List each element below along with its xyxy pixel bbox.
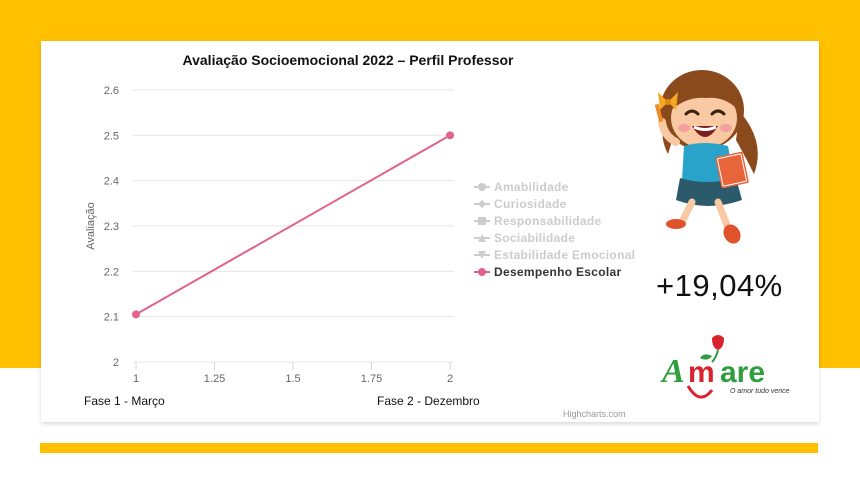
- legend-item[interactable]: Desempenho Escolar: [474, 263, 635, 280]
- x-tick-label: 1.25: [204, 373, 225, 385]
- legend-symbol-icon: [474, 233, 490, 242]
- amare-logo: A m are: [660, 335, 765, 399]
- y-tick-label: 2.2: [104, 266, 119, 278]
- y-tick-label: 2.3: [104, 221, 119, 233]
- student-girl-illustration: [654, 70, 758, 244]
- y-axis-label: Avaliação: [85, 202, 97, 250]
- y-tick-label: 2.6: [104, 85, 119, 97]
- phase-label-start: Fase 1 - Março: [84, 394, 165, 408]
- x-tick-label: 1.75: [361, 373, 382, 385]
- x-tick-label: 1: [133, 373, 139, 385]
- legend-symbol-icon: [474, 267, 490, 276]
- legend-label: Desempenho Escolar: [494, 264, 622, 279]
- legend-label: Estabilidade Emocional: [494, 247, 636, 262]
- y-tick-label: 2.4: [104, 176, 119, 188]
- yellow-bottom-stripe: [40, 443, 818, 453]
- legend-label: Amabilidade: [494, 179, 569, 194]
- legend-item[interactable]: Curiosidade: [474, 195, 635, 212]
- y-tick-label: 2: [113, 357, 119, 369]
- data-point[interactable]: [446, 131, 454, 140]
- legend-item[interactable]: Amabilidade: [474, 178, 635, 195]
- grid-lines: [133, 89, 454, 363]
- y-axis-ticks: 2 2.1 2.2 2.3 2.4 2.5 2.6: [104, 85, 119, 369]
- x-tick-label: 2: [447, 373, 453, 385]
- logo-tagline: O amor tudo vence: [730, 388, 790, 395]
- series-layer: [132, 131, 454, 319]
- svg-text:A: A: [660, 353, 685, 390]
- svg-text:are: are: [720, 356, 765, 389]
- legend-item[interactable]: Responsabilidade: [474, 212, 635, 229]
- legend-label: Responsabilidade: [494, 213, 602, 228]
- chart-legend: Amabilidade Curiosidade Responsabilidade So…: [474, 178, 635, 280]
- legend-symbol-icon: [474, 199, 490, 208]
- legend-symbol-icon: [474, 182, 490, 191]
- legend-symbol-icon: [474, 250, 490, 259]
- data-point[interactable]: [132, 310, 140, 319]
- chart-title: Avaliação Socioemocional 2022 – Perfil P…: [182, 52, 514, 68]
- legend-label: Sociabilidade: [494, 230, 576, 245]
- series-line: [135, 134, 451, 316]
- y-tick-label: 2.5: [104, 130, 119, 142]
- x-axis-ticks: 1 1.25 1.5 1.75 2: [133, 362, 453, 385]
- x-tick-label: 1.5: [285, 373, 300, 385]
- legend-item[interactable]: Estabilidade Emocional: [474, 246, 635, 263]
- legend-item[interactable]: Sociabilidade: [474, 229, 635, 246]
- phase-label-end: Fase 2 - Dezembro: [377, 394, 480, 408]
- highcharts-credits[interactable]: Highcharts.com: [563, 409, 626, 419]
- legend-symbol-icon: [474, 216, 490, 225]
- legend-label: Curiosidade: [494, 196, 567, 211]
- y-tick-label: 2.1: [104, 312, 119, 324]
- svg-text:m: m: [688, 356, 715, 389]
- improvement-percentage: +19,04%: [656, 268, 783, 303]
